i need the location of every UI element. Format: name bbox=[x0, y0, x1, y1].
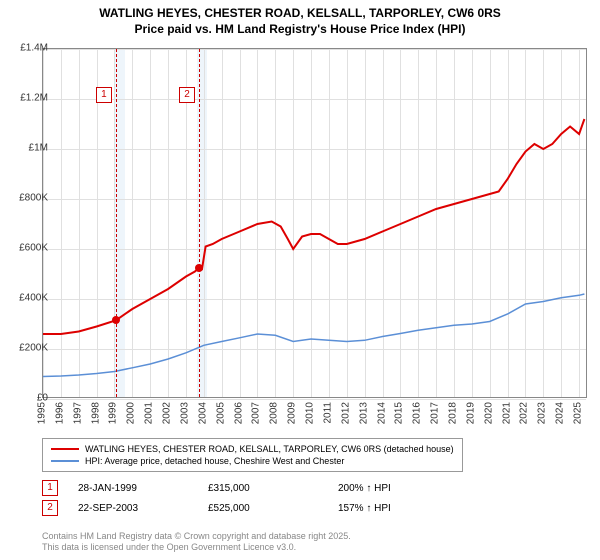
transaction-price: £525,000 bbox=[208, 503, 338, 514]
footer: Contains HM Land Registry data © Crown c… bbox=[42, 531, 351, 554]
x-tick-label: 2019 bbox=[465, 402, 476, 424]
marker-label: 2 bbox=[179, 87, 195, 103]
legend-label-hpi: HPI: Average price, detached house, Ches… bbox=[85, 456, 344, 466]
marker-line bbox=[116, 49, 117, 397]
x-tick-label: 2024 bbox=[555, 402, 566, 424]
x-tick-label: 1999 bbox=[108, 402, 119, 424]
transaction-row: 2 22-SEP-2003 £525,000 157% ↑ HPI bbox=[42, 498, 468, 518]
x-tick-label: 2015 bbox=[394, 402, 405, 424]
x-tick-label: 1995 bbox=[37, 402, 48, 424]
x-tick-label: 1996 bbox=[54, 402, 65, 424]
legend-label-price: WATLING HEYES, CHESTER ROAD, KELSALL, TA… bbox=[85, 444, 454, 454]
transaction-delta: 200% ↑ HPI bbox=[338, 483, 468, 494]
y-tick-label: £600K bbox=[8, 243, 48, 254]
transaction-date: 28-JAN-1999 bbox=[78, 483, 208, 494]
y-tick-label: £800K bbox=[8, 193, 48, 204]
x-tick-label: 2005 bbox=[215, 402, 226, 424]
x-tick-label: 2014 bbox=[376, 402, 387, 424]
x-tick-label: 2000 bbox=[126, 402, 137, 424]
x-tick-label: 2010 bbox=[305, 402, 316, 424]
title-line2: Price paid vs. HM Land Registry's House … bbox=[135, 22, 466, 36]
x-tick-label: 1997 bbox=[72, 402, 83, 424]
x-tick-label: 2017 bbox=[430, 402, 441, 424]
chart-container: WATLING HEYES, CHESTER ROAD, KELSALL, TA… bbox=[0, 0, 600, 560]
series-line-hpi bbox=[43, 294, 584, 377]
x-tick-label: 1998 bbox=[90, 402, 101, 424]
x-tick-label: 2025 bbox=[573, 402, 584, 424]
transaction-price: £315,000 bbox=[208, 483, 338, 494]
x-tick-label: 2004 bbox=[197, 402, 208, 424]
transaction-index: 2 bbox=[42, 500, 58, 516]
legend-item-hpi: HPI: Average price, detached house, Ches… bbox=[51, 455, 454, 467]
x-tick-label: 2002 bbox=[162, 402, 173, 424]
x-tick-label: 2021 bbox=[501, 402, 512, 424]
series-svg bbox=[43, 49, 588, 399]
x-tick-label: 2016 bbox=[412, 402, 423, 424]
x-tick-label: 2007 bbox=[251, 402, 262, 424]
y-tick-label: £1.2M bbox=[8, 93, 48, 104]
x-tick-label: 2013 bbox=[358, 402, 369, 424]
transaction-date: 22-SEP-2003 bbox=[78, 503, 208, 514]
y-tick-label: £0 bbox=[8, 393, 48, 404]
y-tick-label: £200K bbox=[8, 343, 48, 354]
x-tick-label: 2012 bbox=[340, 402, 351, 424]
legend-item-price: WATLING HEYES, CHESTER ROAD, KELSALL, TA… bbox=[51, 443, 454, 455]
title-line1: WATLING HEYES, CHESTER ROAD, KELSALL, TA… bbox=[99, 6, 501, 20]
transaction-delta: 157% ↑ HPI bbox=[338, 503, 468, 514]
footer-line2: This data is licensed under the Open Gov… bbox=[42, 542, 296, 552]
y-tick-label: £1.4M bbox=[8, 43, 48, 54]
y-tick-label: £1M bbox=[8, 143, 48, 154]
marker-label: 1 bbox=[96, 87, 112, 103]
x-tick-label: 2023 bbox=[537, 402, 548, 424]
legend-swatch-price bbox=[51, 448, 79, 450]
x-tick-label: 2020 bbox=[483, 402, 494, 424]
transaction-index: 1 bbox=[42, 480, 58, 496]
gridline-horizontal bbox=[43, 399, 586, 400]
x-tick-label: 2022 bbox=[519, 402, 530, 424]
chart-area: 12 bbox=[42, 48, 587, 398]
y-tick-label: £400K bbox=[8, 293, 48, 304]
plot-region: 12 bbox=[42, 48, 587, 398]
x-tick-label: 2008 bbox=[269, 402, 280, 424]
legend-swatch-hpi bbox=[51, 460, 79, 462]
data-point-dot bbox=[112, 316, 120, 324]
data-point-dot bbox=[195, 264, 203, 272]
footer-line1: Contains HM Land Registry data © Crown c… bbox=[42, 531, 351, 541]
marker-line bbox=[199, 49, 200, 397]
x-tick-label: 2003 bbox=[179, 402, 190, 424]
transaction-row: 1 28-JAN-1999 £315,000 200% ↑ HPI bbox=[42, 478, 468, 498]
x-tick-label: 2018 bbox=[447, 402, 458, 424]
transactions-table: 1 28-JAN-1999 £315,000 200% ↑ HPI 2 22-S… bbox=[42, 478, 468, 518]
x-tick-label: 2001 bbox=[144, 402, 155, 424]
x-tick-label: 2006 bbox=[233, 402, 244, 424]
chart-title: WATLING HEYES, CHESTER ROAD, KELSALL, TA… bbox=[0, 0, 600, 37]
legend: WATLING HEYES, CHESTER ROAD, KELSALL, TA… bbox=[42, 438, 463, 472]
x-tick-label: 2009 bbox=[287, 402, 298, 424]
series-line-price_paid bbox=[43, 119, 584, 334]
x-tick-label: 2011 bbox=[322, 402, 333, 424]
